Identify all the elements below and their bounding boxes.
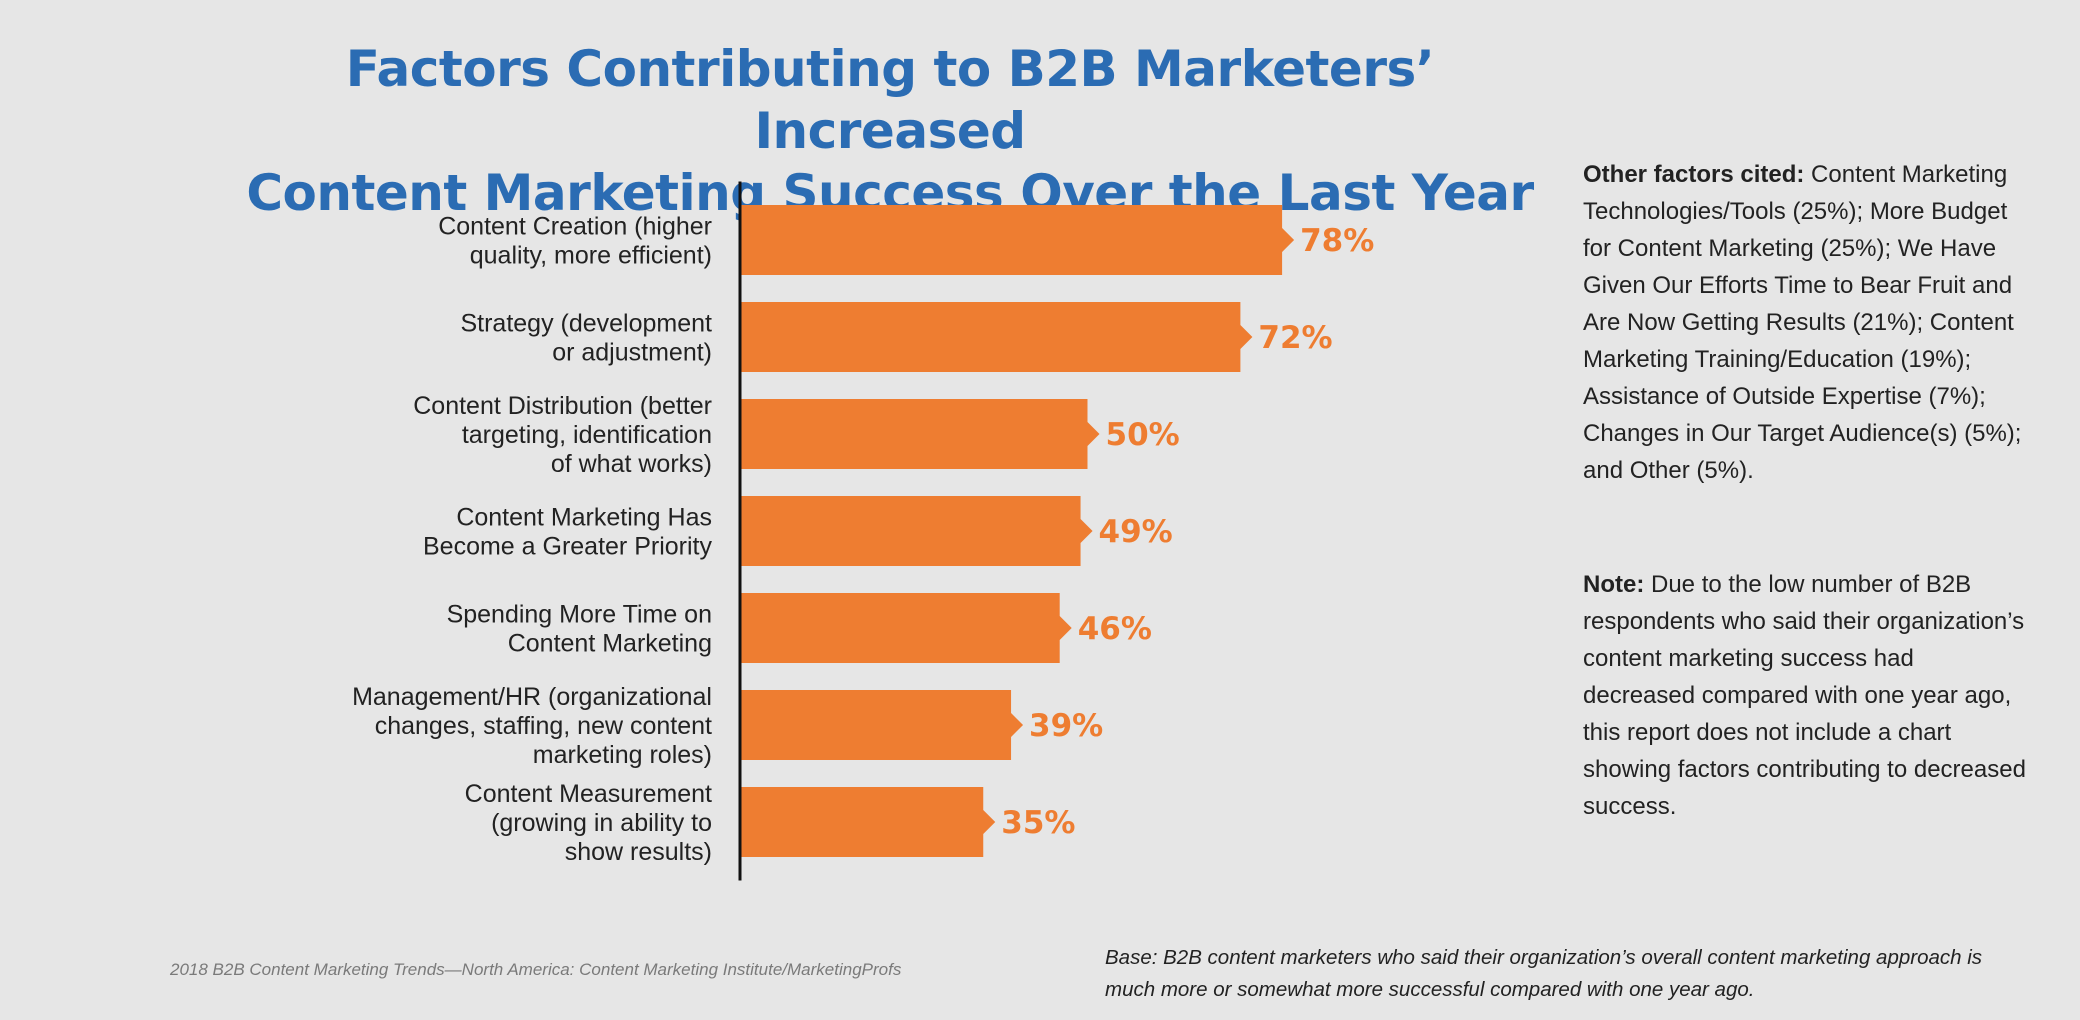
value-label-4: 49% bbox=[1099, 514, 1173, 550]
other-factors-text: Other factors cited: Content Marketing T… bbox=[1583, 156, 2028, 489]
value-label-1: 78% bbox=[1300, 223, 1374, 259]
base-note: Base: B2B content marketers who said the… bbox=[1105, 946, 1983, 1001]
source-citation: 2018 B2B Content Marketing Trends—North … bbox=[170, 960, 902, 979]
category-label-7: Content Measurement (growing in ability t… bbox=[465, 780, 712, 866]
bar-6 bbox=[741, 690, 1024, 760]
category-label-4: Content Marketing Has Become a Greater Pr… bbox=[423, 504, 712, 561]
other-factors-heading: Other factors cited: bbox=[1583, 161, 1805, 188]
category-label-6: Management/HR (organizational changes, st… bbox=[352, 683, 712, 769]
chart-title-line-1: Factors Contributing to B2B Marketers’ I… bbox=[345, 40, 1435, 160]
bar-3 bbox=[741, 399, 1100, 469]
note-body: Due to the low number of B2B respondents… bbox=[1583, 571, 2026, 820]
chart-title: Factors Contributing to B2B Marketers’ I… bbox=[210, 38, 1570, 224]
category-label-1: Content Creation (higher quality, more ef… bbox=[438, 213, 712, 270]
category-label-2: Strategy (development or adjustment) bbox=[460, 310, 712, 367]
bar-1 bbox=[741, 205, 1295, 275]
other-factors-body: Content Marketing Technologies/Tools (25… bbox=[1583, 161, 2022, 484]
bar-2 bbox=[741, 302, 1253, 372]
note-text: Note: Due to the low number of B2B respo… bbox=[1583, 566, 2028, 825]
value-label-2: 72% bbox=[1258, 320, 1332, 356]
bar-4 bbox=[741, 496, 1093, 566]
bar-7 bbox=[741, 787, 996, 857]
value-label-6: 39% bbox=[1029, 708, 1103, 744]
value-label-5: 46% bbox=[1078, 611, 1152, 647]
value-label-3: 50% bbox=[1106, 417, 1180, 453]
bar-5 bbox=[741, 593, 1072, 663]
category-label-5: Spending More Time on Content Marketing bbox=[447, 601, 712, 658]
value-label-7: 35% bbox=[1001, 805, 1075, 841]
category-label-3: Content Distribution (better targeting, i… bbox=[413, 392, 712, 478]
note-heading: Note: bbox=[1583, 571, 1645, 598]
